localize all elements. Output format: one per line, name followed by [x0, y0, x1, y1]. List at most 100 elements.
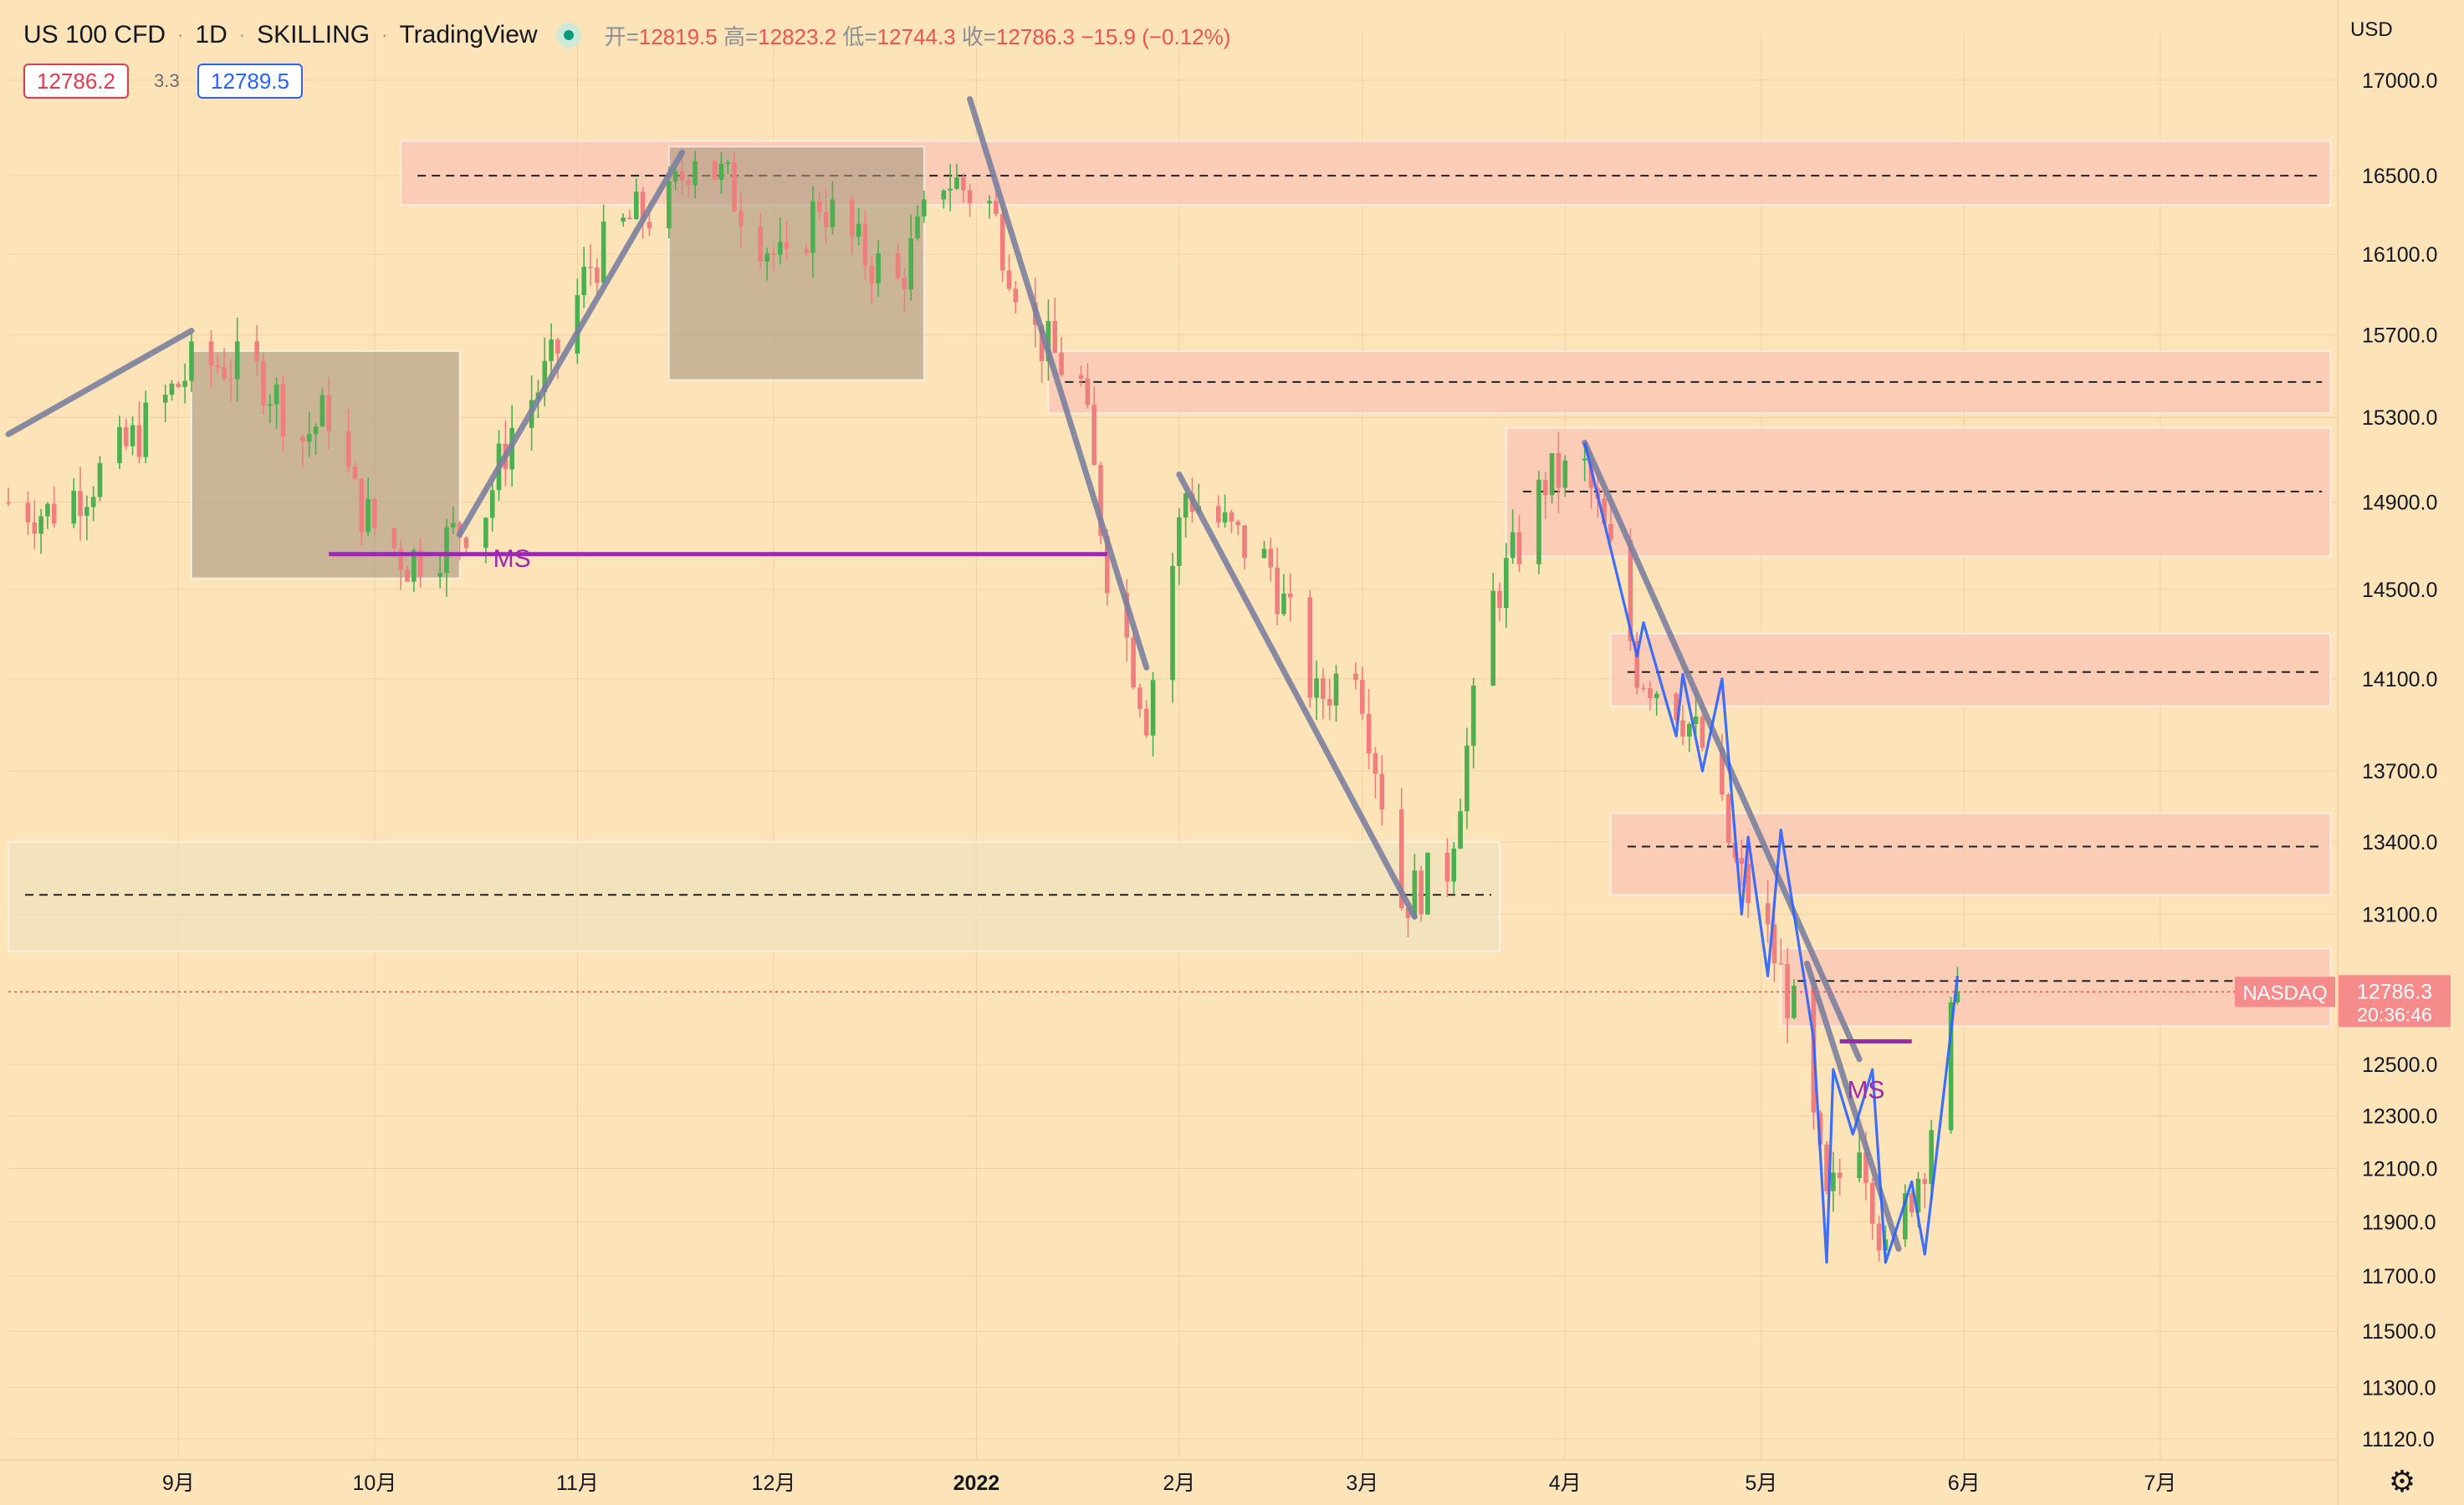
candle	[254, 324, 259, 376]
candle	[1373, 747, 1378, 798]
candle	[1327, 678, 1332, 721]
candle	[1542, 472, 1548, 519]
high-value: 12823.2	[758, 23, 837, 49]
interval-label[interactable]: 1D	[195, 21, 227, 48]
candle	[372, 497, 377, 536]
candle-body	[1444, 852, 1450, 882]
candle-body	[1229, 512, 1235, 522]
candle-body	[1465, 745, 1470, 812]
low-value: 12744.3	[877, 23, 956, 49]
candle	[405, 565, 410, 582]
sell-price-button[interactable]: 12786.2	[23, 64, 129, 99]
settings-gear-icon[interactable]: ⚙	[2388, 1464, 2416, 1498]
candle-body	[549, 339, 554, 361]
candle-body	[1903, 1193, 1908, 1240]
candle-body	[463, 538, 469, 548]
time-tick-label: 6月	[1948, 1472, 1981, 1495]
candle	[1725, 793, 1731, 846]
candle-body	[162, 395, 168, 403]
price-axis[interactable]: 17000.0 16500.0 16100.0 15700.0 15300.0 14900…	[2362, 69, 2437, 1451]
candle	[90, 486, 96, 522]
trend-line	[1582, 439, 1863, 1063]
candle-body	[994, 201, 999, 214]
candle	[143, 390, 149, 463]
price-tick-label: 13400.0	[2362, 831, 2437, 855]
candle-body	[1504, 558, 1509, 609]
candle-body	[176, 383, 181, 387]
candle	[326, 377, 331, 450]
platform-label: TradingView	[399, 21, 538, 48]
candle-body	[830, 199, 836, 227]
supply-zone	[1609, 632, 2332, 707]
candle-body	[686, 180, 692, 186]
candle-body	[816, 201, 822, 212]
time-axis[interactable]: 9月 10月 11月 12月 2022 2月 3月 4月 5月 6月 7月	[162, 1472, 2176, 1495]
candle-body	[915, 216, 920, 238]
candle-body	[51, 503, 57, 524]
candle-body	[1131, 637, 1136, 688]
candle	[1831, 1151, 1836, 1212]
candle-body	[483, 518, 488, 548]
time-tick-label: 2月	[1163, 1472, 1195, 1495]
candle	[960, 173, 966, 203]
currency-unit[interactable]: USD	[2350, 18, 2393, 41]
candle-body	[627, 217, 632, 219]
market-status-icon[interactable]	[555, 23, 581, 48]
candle-body	[1654, 693, 1659, 698]
candle	[862, 209, 868, 280]
candle-body	[823, 212, 829, 227]
candle-body	[444, 527, 449, 574]
candle	[588, 244, 593, 287]
candle-body	[862, 223, 868, 266]
symbol-name[interactable]: US 100 CFD	[23, 21, 166, 48]
candle	[97, 456, 103, 502]
candle-body	[254, 341, 259, 362]
candle	[1379, 755, 1385, 826]
candle-body	[672, 171, 678, 182]
candle	[999, 201, 1005, 283]
trend-line	[5, 328, 195, 437]
candle	[1242, 525, 1247, 570]
chart-grid	[8, 33, 2337, 1459]
candle-body	[1542, 479, 1548, 496]
ms-label: MS	[1847, 1077, 1884, 1105]
symbol-tag-label: NASDAQ	[2242, 982, 2327, 1004]
candle	[1059, 337, 1064, 377]
candle	[712, 160, 718, 181]
consolidation-box	[667, 145, 925, 381]
last-price-marker: NASDAQ 12786.320:36:46	[8, 975, 2451, 1028]
price-tick-label: 12300.0	[2362, 1105, 2437, 1129]
candle	[1562, 455, 1568, 497]
candle	[398, 540, 404, 590]
candle-body	[1353, 673, 1358, 681]
candle-body	[1222, 512, 1228, 523]
candle	[581, 247, 586, 309]
candle-body	[320, 395, 325, 427]
candle	[268, 394, 273, 423]
candle-body	[1608, 523, 1613, 540]
price-tick-label: 16100.0	[2362, 243, 2437, 267]
candle-body	[306, 434, 312, 442]
candle-body	[804, 248, 809, 253]
drawing-tools[interactable]: MS MS	[5, 95, 1960, 1264]
candle-body	[273, 384, 279, 405]
candle-body	[1059, 352, 1064, 375]
high-label: 高=	[723, 23, 759, 49]
candle-body	[417, 550, 423, 577]
candle	[1215, 495, 1221, 528]
candle-body	[902, 278, 907, 289]
candle	[1366, 688, 1372, 770]
candle	[234, 318, 240, 401]
candle	[1641, 683, 1646, 692]
candle	[450, 506, 456, 534]
candle-body	[261, 361, 266, 406]
buy-price-button[interactable]: 12789.5	[197, 64, 303, 99]
candle	[1765, 880, 1771, 943]
candle-body	[1425, 852, 1430, 915]
candle-body	[1556, 453, 1562, 488]
price-tick-label: 11300.0	[2362, 1376, 2436, 1400]
candle	[1451, 842, 1457, 894]
candle	[182, 363, 187, 404]
trend-line	[967, 95, 1150, 671]
